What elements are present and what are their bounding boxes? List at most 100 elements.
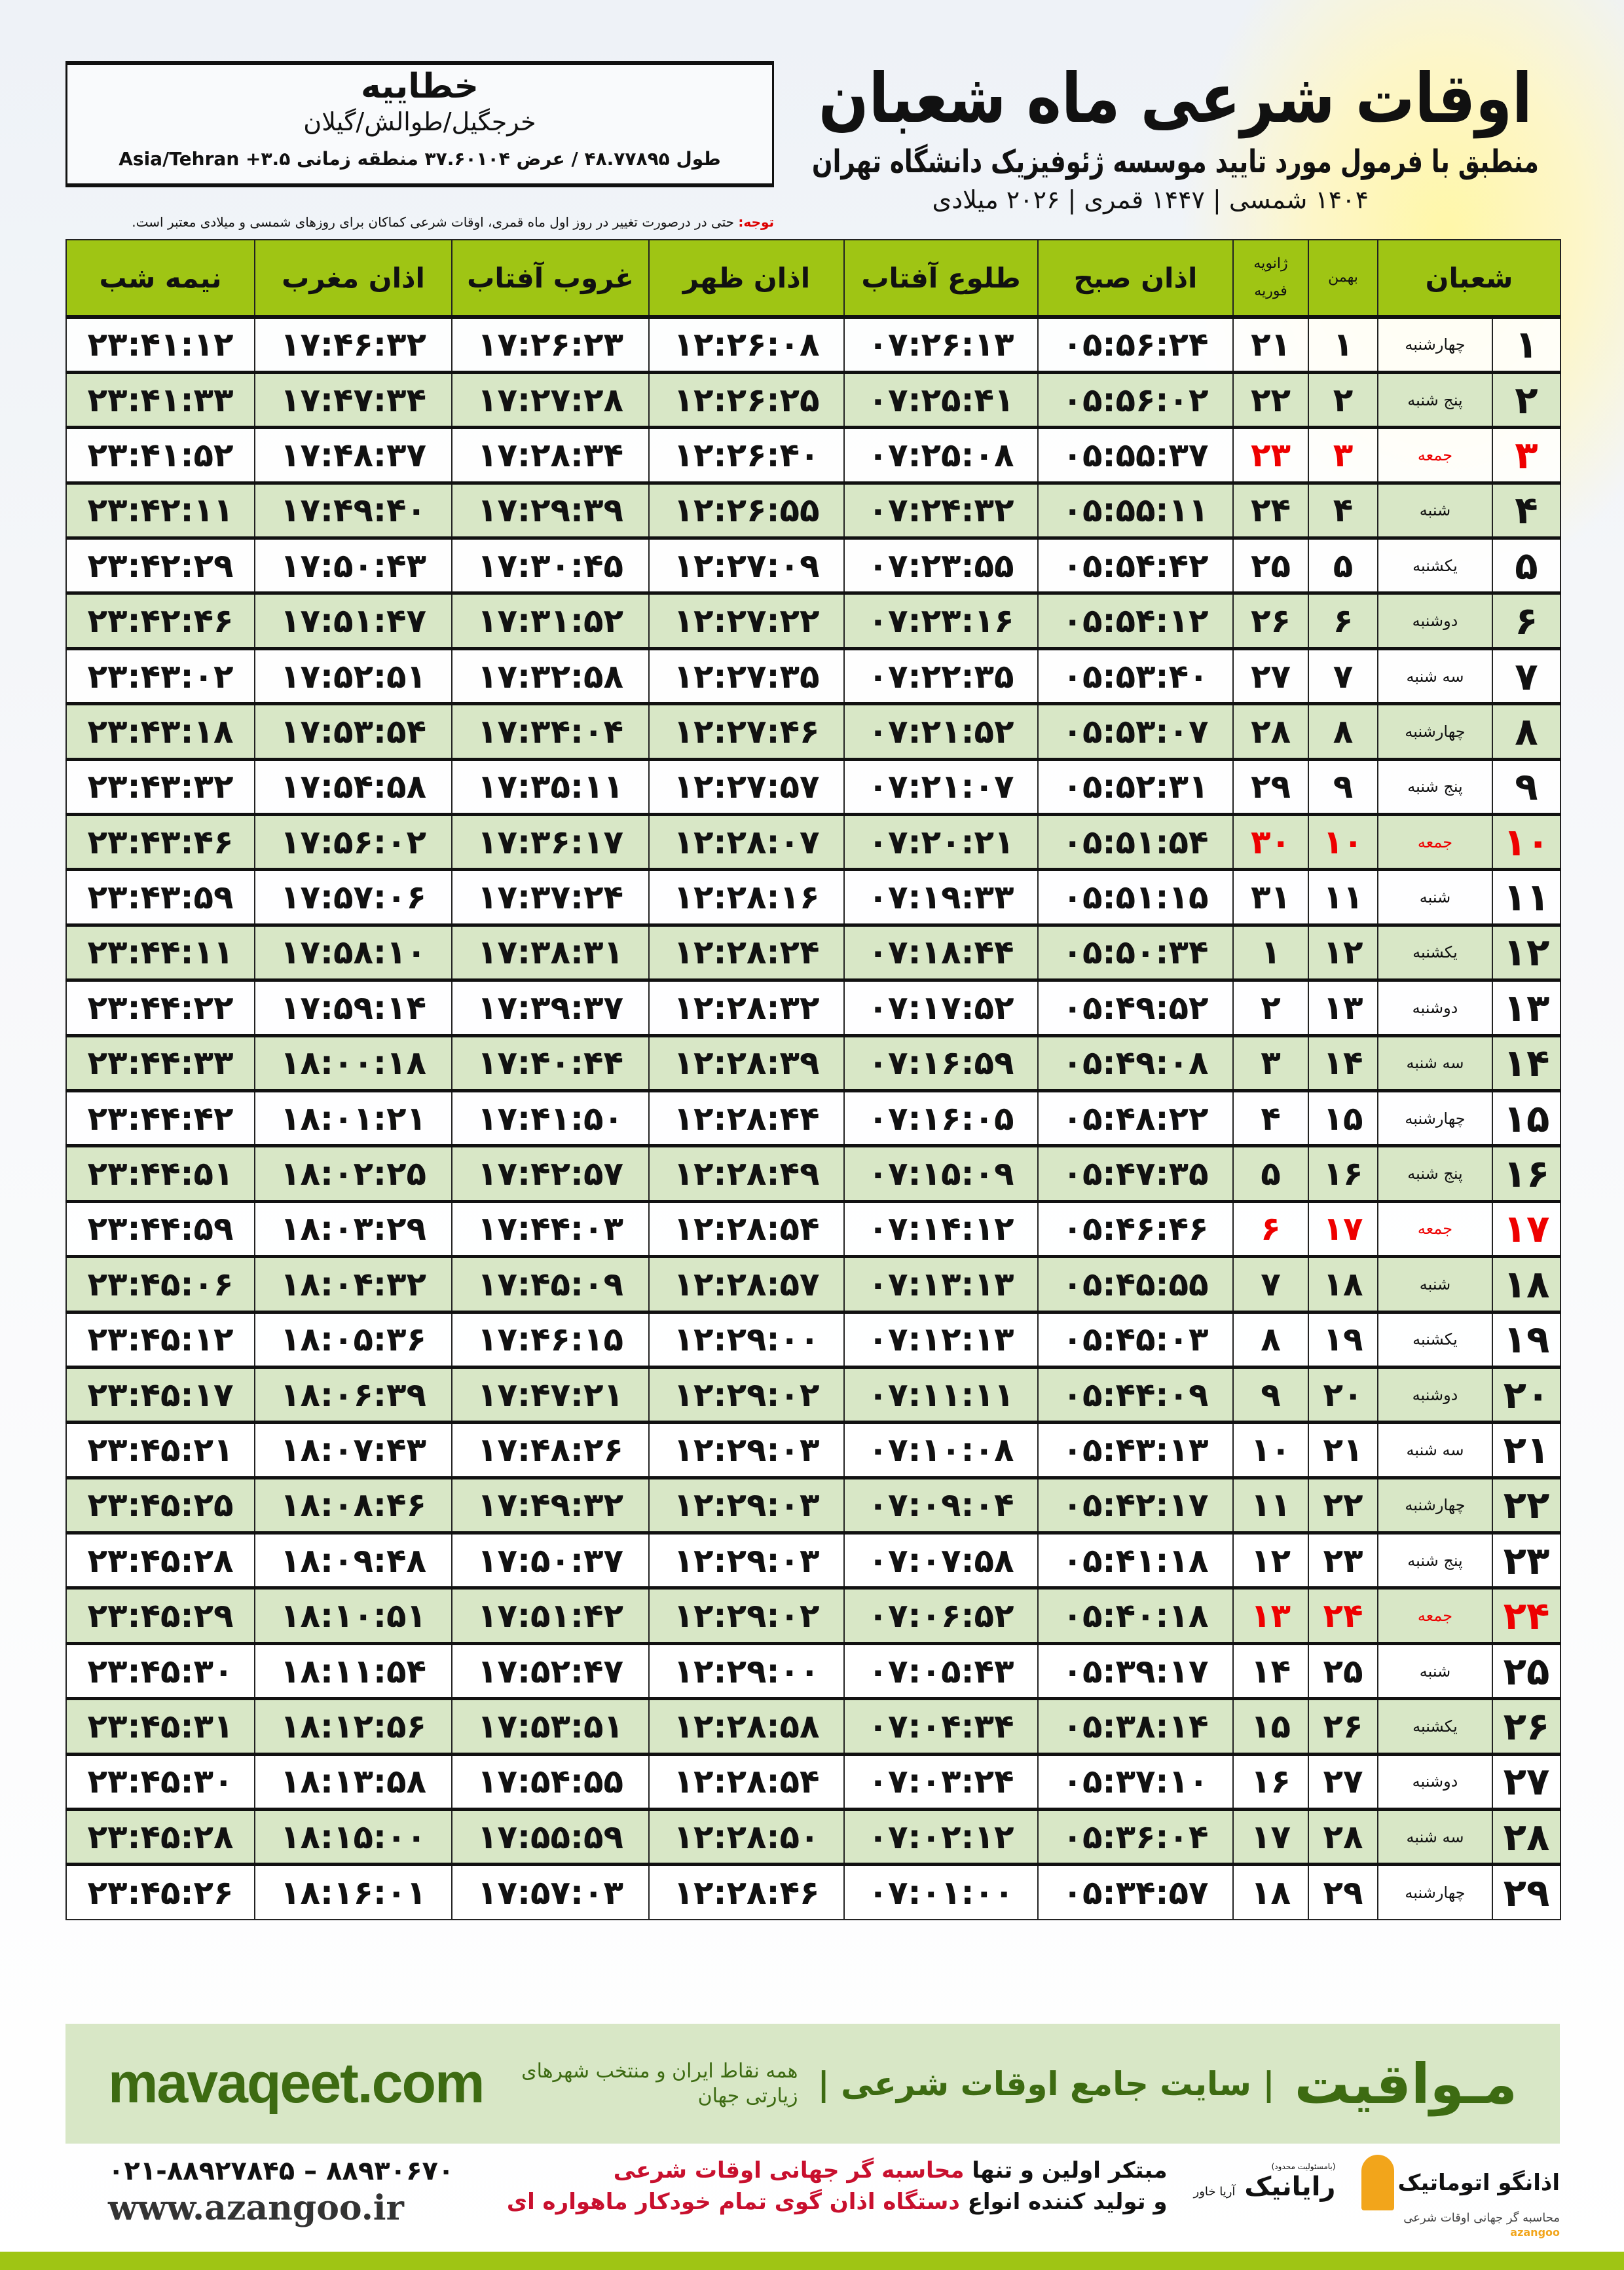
weekday-cell: چهارشنبه <box>1377 315 1493 373</box>
bahman-day-cell: ۱۴ <box>1308 1033 1378 1092</box>
weekday-cell: یکشنبه <box>1377 923 1493 981</box>
dhuhr-cell: ۱۲:۲۸:۳۲ <box>648 978 845 1037</box>
dhuhr-cell: ۱۲:۲۸:۵۸ <box>648 1697 845 1755</box>
weekday-cell: پنج شنبه <box>1377 370 1493 428</box>
midnight-cell: ۲۳:۴۵:۰۶ <box>65 1255 255 1313</box>
sunrise-cell: ۰۷:۰۶:۵۲ <box>843 1586 1039 1645</box>
gregorian-day-cell: ۱۳ <box>1232 1586 1309 1645</box>
dhuhr-cell: ۱۲:۲۷:۳۵ <box>648 646 845 705</box>
weekday-cell: جمعه <box>1377 426 1493 484</box>
bahman-day-cell: ۲۹ <box>1308 1863 1378 1921</box>
table-row: ۱۱ شنبه ۱۱ ۳۱ ۰۵:۵۱:۱۵ ۰۷:۱۹:۳۳ ۱۲:۲۸:۱۶ ۱۷:۳۷:… <box>65 868 1561 926</box>
sunrise-cell: ۰۷:۲۱:۰۷ <box>843 757 1039 815</box>
shaban-day-cell: ۲۸ <box>1492 1808 1561 1865</box>
gregorian-day-cell: ۱۲ <box>1232 1531 1309 1589</box>
sunrise-cell: ۰۷:۰۴:۳۴ <box>843 1697 1039 1755</box>
fajr-cell: ۰۵:۳۶:۰۴ <box>1037 1808 1234 1865</box>
bahman-day-cell: ۹ <box>1308 757 1378 815</box>
sunset-cell: ۱۷:۳۷:۲۴ <box>451 868 650 926</box>
mavaqeet-tagline-2: همه نقاط ایران و منتخب شهرهای زیارتی جها… <box>521 2059 798 2108</box>
maghrib-cell: ۱۸:۱۵:۰۰ <box>254 1808 452 1865</box>
maghrib-cell: ۱۷:۵۹:۱۴ <box>254 978 452 1037</box>
maghrib-cell: ۱۸:۱۲:۵۶ <box>254 1697 452 1755</box>
dhuhr-cell: ۱۲:۲۹:۰۳ <box>648 1531 845 1589</box>
sunset-cell: ۱۷:۴۴:۰۳ <box>451 1199 650 1257</box>
weekday-cell: شنبه <box>1377 868 1493 926</box>
fajr-cell: ۰۵:۴۹:۰۸ <box>1037 1033 1234 1092</box>
header-midnight: نیمه شب <box>65 239 255 319</box>
header-fajr: اذان صبح <box>1037 239 1234 319</box>
weekday-cell: سه شنبه <box>1377 646 1493 705</box>
fajr-cell: ۰۵:۴۲:۱۷ <box>1037 1476 1234 1534</box>
sunset-cell: ۱۷:۳۴:۰۴ <box>451 702 650 760</box>
maghrib-cell: ۱۷:۵۰:۴۳ <box>254 536 452 594</box>
table-row: ۲۵ شنبه ۲۵ ۱۴ ۰۵:۳۹:۱۷ ۰۷:۰۵:۴۳ ۱۲:۲۹:۰۰ ۱۷:۵۲:… <box>65 1641 1561 1700</box>
gregorian-day-cell: ۹ <box>1232 1365 1309 1423</box>
weekday-cell: دوشنبه <box>1377 591 1493 650</box>
table-row: ۱۹ یکشنبه ۱۹ ۸ ۰۵:۴۵:۰۳ ۰۷:۱۲:۱۳ ۱۲:۲۹:۰۰ ۱۷:۴۶… <box>65 1310 1561 1368</box>
weekday-cell: دوشنبه <box>1377 978 1493 1037</box>
sunrise-cell: ۰۷:۰۲:۱۲ <box>843 1808 1039 1865</box>
sunrise-cell: ۰۷:۱۴:۱۲ <box>843 1199 1039 1257</box>
mavaqeet-site-link[interactable]: mavaqeet.com <box>108 2052 485 2115</box>
table-row: ۶ دوشنبه ۶ ۲۶ ۰۵:۵۴:۱۲ ۰۷:۲۳:۱۶ ۱۲:۲۷:۲۲ ۱۷:۳۱:… <box>65 591 1561 650</box>
maghrib-cell: ۱۸:۰۳:۲۹ <box>254 1199 452 1257</box>
maghrib-cell: ۱۸:۰۱:۲۱ <box>254 1088 452 1147</box>
maghrib-cell: ۱۸:۰۶:۳۹ <box>254 1365 452 1423</box>
gregorian-day-cell: ۲ <box>1232 978 1309 1037</box>
rayanik-khavar: آریا خاور <box>1193 2185 1236 2199</box>
weekday-cell: شنبه <box>1377 481 1493 539</box>
table-row: ۲۷ دوشنبه ۲۷ ۱۶ ۰۵:۳۷:۱۰ ۰۷:۰۳:۲۴ ۱۲:۲۸:۵۴ ۱۷:۵… <box>65 1752 1561 1810</box>
sunset-cell: ۱۷:۵۴:۵۵ <box>451 1752 650 1810</box>
midnight-cell: ۲۳:۴۴:۵۹ <box>65 1199 255 1257</box>
dhuhr-cell: ۱۲:۲۷:۴۶ <box>648 702 845 760</box>
fajr-cell: ۰۵:۵۴:۱۲ <box>1037 591 1234 650</box>
dhuhr-cell: ۱۲:۲۸:۵۰ <box>648 1808 845 1865</box>
midnight-cell: ۲۳:۴۵:۲۸ <box>65 1531 255 1589</box>
sunrise-cell: ۰۷:۱۳:۱۳ <box>843 1255 1039 1313</box>
gregorian-day-cell: ۱۵ <box>1232 1697 1309 1755</box>
table-row: ۱۳ دوشنبه ۱۳ ۲ ۰۵:۴۹:۵۲ ۰۷:۱۷:۵۲ ۱۲:۲۸:۳۲ ۱۷:۳۹… <box>65 978 1561 1037</box>
shaban-day-cell: ۱۵ <box>1492 1088 1561 1147</box>
gregorian-day-cell: ۳ <box>1232 1033 1309 1092</box>
weekday-cell: سه شنبه <box>1377 1808 1493 1865</box>
fajr-cell: ۰۵:۴۱:۱۸ <box>1037 1531 1234 1589</box>
mavaqeet-banner: مـواقیت | سایت جامع اوقات شرعی | همه نقا… <box>65 2024 1560 2144</box>
sunset-cell: ۱۷:۴۷:۲۱ <box>451 1365 650 1423</box>
fajr-cell: ۰۵:۵۰:۳۴ <box>1037 923 1234 981</box>
maghrib-cell: ۱۷:۵۱:۴۷ <box>254 591 452 650</box>
weekday-cell: سه شنبه <box>1377 1421 1493 1479</box>
weekday-cell: جمعه <box>1377 1199 1493 1257</box>
city-name: خطاییه <box>361 67 479 106</box>
location-box: خطاییه خرجگیل/طوالش/گیلان طول ۴۸.۷۷۸۹۵ /… <box>65 61 774 187</box>
weekday-cell: جمعه <box>1377 1586 1493 1645</box>
bahman-day-cell: ۵ <box>1308 536 1378 594</box>
rayanik-logo: (بامسئولیت محدود) رایانیک آریا خاور <box>1194 2155 1336 2202</box>
contact-info: ۰۲۱-۸۸۹۲۷۸۴۵ – ۸۸۹۳۰۶۷۰ www.azangoo.ir <box>108 2155 454 2229</box>
dhuhr-cell: ۱۲:۲۹:۰۰ <box>648 1641 845 1700</box>
sunset-cell: ۱۷:۴۲:۵۷ <box>451 1144 650 1202</box>
maghrib-cell: ۱۷:۵۶:۰۲ <box>254 813 452 870</box>
dhuhr-cell: ۱۲:۲۶:۰۸ <box>648 315 845 373</box>
header-bahman: بهمن <box>1308 239 1378 319</box>
shaban-day-cell: ۲ <box>1492 370 1561 428</box>
sunset-cell: ۱۷:۳۶:۱۷ <box>451 813 650 870</box>
sunset-cell: ۱۷:۳۸:۳۱ <box>451 923 650 981</box>
midnight-cell: ۲۳:۴۱:۵۲ <box>65 426 255 484</box>
maghrib-cell: ۱۷:۵۷:۰۶ <box>254 868 452 926</box>
sunrise-cell: ۰۷:۱۵:۰۹ <box>843 1144 1039 1202</box>
fajr-cell: ۰۵:۴۵:۵۵ <box>1037 1255 1234 1313</box>
weekday-cell: یکشنبه <box>1377 1697 1493 1755</box>
dhuhr-cell: ۱۲:۲۷:۲۲ <box>648 591 845 650</box>
bahman-day-cell: ۲۲ <box>1308 1476 1378 1534</box>
midnight-cell: ۲۳:۴۵:۲۶ <box>65 1863 255 1921</box>
gregorian-day-cell: ۲۸ <box>1232 702 1309 760</box>
bahman-day-cell: ۱ <box>1308 315 1378 373</box>
midnight-cell: ۲۳:۴۵:۲۸ <box>65 1808 255 1865</box>
weekday-cell: چهارشنبه <box>1377 1863 1493 1921</box>
weekday-cell: جمعه <box>1377 813 1493 870</box>
shaban-day-cell: ۶ <box>1492 591 1561 650</box>
azangoo-website[interactable]: www.azangoo.ir <box>108 2188 404 2228</box>
year-line: ۱۴۰۴ شمسی | ۱۴۴۷ قمری | ۲۰۲۶ میلادی <box>932 185 1369 214</box>
table-row: ۳ جمعه ۳ ۲۳ ۰۵:۵۵:۳۷ ۰۷:۲۵:۰۸ ۱۲:۲۶:۴۰ ۱۷:۲۸:۳۴… <box>65 426 1561 484</box>
